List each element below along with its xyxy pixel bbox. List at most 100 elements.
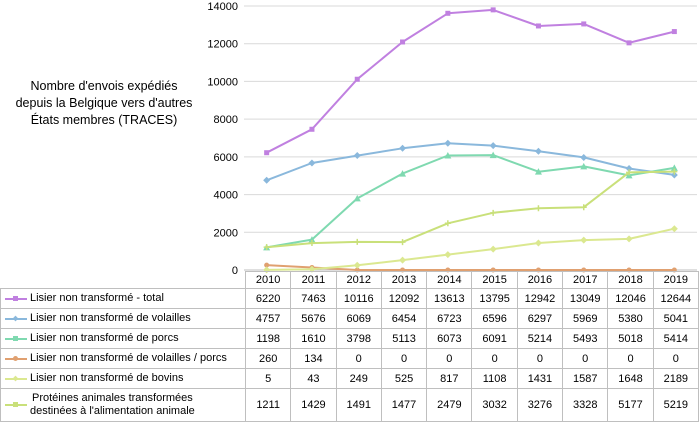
data-label: 7463: [290, 288, 337, 309]
y-tick-label-2000: 2000: [214, 227, 238, 239]
data-label: 5018: [607, 328, 654, 349]
data-label: 0: [652, 348, 699, 369]
data-label: 43: [290, 368, 337, 389]
legend-key-icon: [5, 314, 27, 324]
data-point: [580, 236, 588, 244]
data-point: [626, 40, 632, 46]
data-label: 6069: [335, 308, 382, 329]
data-point: [444, 139, 452, 147]
data-label: 2189: [652, 368, 699, 389]
data-label: 0: [516, 348, 564, 369]
data-point: [263, 176, 271, 184]
legend-label: Lisier non transformé de porcs: [30, 332, 179, 344]
data-point: [354, 238, 361, 245]
series-line-1: [266, 8, 675, 154]
data-point: [535, 23, 541, 29]
data-label: 4757: [244, 308, 292, 329]
data-point: [399, 144, 407, 152]
legend-entry: Lisier non transformé - total: [0, 288, 246, 309]
legend-key-icon: [5, 354, 27, 364]
data-point: [670, 164, 678, 171]
data-label: 6723: [426, 308, 473, 329]
data-label: 0: [562, 348, 609, 369]
data-label: 3032: [471, 388, 518, 422]
data-point: [399, 256, 407, 264]
series-line-6: [266, 170, 675, 249]
data-point: [308, 236, 316, 243]
y-tick-label-14000: 14000: [207, 1, 238, 13]
data-label: 1610: [290, 328, 337, 349]
data-point: [580, 162, 588, 170]
data-label: 1648: [607, 368, 654, 389]
data-label: 817: [426, 368, 473, 389]
data-point: [308, 265, 316, 273]
y-tick-label-0: 0: [232, 265, 238, 275]
series-lines: [263, 7, 678, 274]
legend-entry: Protéines animales transformées destinée…: [0, 388, 246, 422]
table-row: Lisier non transformé de volailles / por…: [0, 348, 699, 369]
y-tick-label-12000: 12000: [207, 39, 238, 51]
data-table: 2010 2011 2012 2013 2014 2015 2016 2017 2018 2019…: [0, 271, 699, 422]
table-row: Protéines animales transformées destinée…: [0, 388, 699, 422]
legend-label: Protéines animales transformées destinée…: [30, 392, 195, 417]
series-line-4: [266, 264, 675, 271]
data-label: 3328: [562, 388, 609, 422]
x-tick-label: 2015: [471, 271, 518, 289]
data-label: 249: [335, 368, 382, 389]
data-label: 0: [335, 348, 382, 369]
legend-key-icon: [5, 374, 27, 384]
data-label: 6073: [426, 328, 473, 349]
data-label: 6297: [516, 308, 564, 329]
data-point: [444, 151, 452, 159]
data-point: [580, 204, 587, 211]
data-label: 12644: [652, 288, 699, 309]
y-tick-label-8000: 8000: [214, 114, 238, 126]
series-line-2: [266, 142, 675, 182]
data-point: [490, 7, 496, 13]
data-point: [670, 171, 678, 179]
data-point: [580, 153, 588, 161]
y-tick-label-10000: 10000: [207, 76, 238, 88]
x-tick-label: 2016: [516, 271, 564, 289]
series-line-5: [266, 227, 675, 271]
legend-entry: Lisier non transformé de volailles: [0, 308, 246, 329]
data-label: 13795: [471, 288, 518, 309]
data-point: [264, 150, 270, 156]
data-label: 3276: [516, 388, 564, 422]
data-point: [534, 168, 542, 175]
data-label: 5: [244, 368, 292, 389]
data-label: 5969: [562, 308, 609, 329]
x-tick-label: 2012: [335, 271, 382, 289]
table-row: Lisier non transformé de bovins 5 43 249 525…: [0, 368, 699, 389]
legend-entry: Lisier non transformé de bovins: [0, 368, 246, 389]
legend-entry: Lisier non transformé de porcs: [0, 328, 246, 349]
data-label: 0: [607, 348, 654, 369]
data-label: 12942: [516, 288, 564, 309]
series-line-3: [266, 154, 675, 249]
data-label: 1431: [516, 368, 564, 389]
x-tick-label: 2017: [562, 271, 609, 289]
data-label: 260: [244, 348, 292, 369]
y-axis-label: Nombre d'envois expédiés depuis la Belgi…: [15, 79, 193, 127]
y-tick-label-6000: 6000: [214, 152, 238, 164]
table-corner: [0, 271, 246, 289]
x-tick-label: 2011: [290, 271, 337, 289]
data-label: 6454: [380, 308, 428, 329]
data-point: [353, 152, 361, 160]
data-label: 5113: [380, 328, 428, 349]
data-point: [489, 151, 497, 159]
data-point: [353, 194, 361, 202]
y-axis-ticks: 0 2000 4000 6000 8000 10000 12000 14000: [207, 1, 238, 275]
data-point: [263, 244, 270, 251]
x-tick-label: 2018: [607, 271, 654, 289]
data-point: [309, 126, 315, 132]
data-label: 5177: [607, 388, 654, 422]
data-label: 0: [426, 348, 473, 369]
data-label: 1491: [335, 388, 382, 422]
data-point: [535, 205, 542, 212]
data-label: 6220: [244, 288, 292, 309]
data-label: 6091: [471, 328, 518, 349]
data-label: 5493: [562, 328, 609, 349]
data-label: 5041: [652, 308, 699, 329]
data-label: 13049: [562, 288, 609, 309]
